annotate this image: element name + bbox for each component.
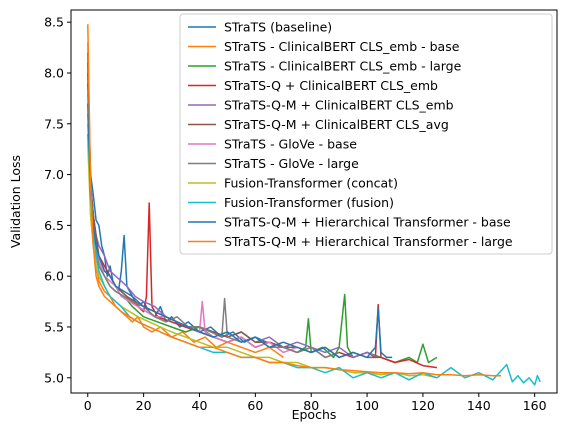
y-tick-label: 6.0 <box>44 269 64 284</box>
x-tick-label: 160 <box>523 398 547 413</box>
x-axis-label: Epochs <box>292 407 337 422</box>
legend-entry: STraTS-Q + ClinicalBERT CLS_emb <box>224 78 438 93</box>
legend-entry: STraTS-Q-M + ClinicalBERT CLS_emb <box>224 98 454 113</box>
legend-entry: STraTS - GloVe - large <box>224 156 359 171</box>
legend: STraTS (baseline) STraTS - ClinicalBERT C… <box>180 14 552 254</box>
x-tick-label: 60 <box>247 398 263 413</box>
legend-entry: STraTS-Q-M + Hierarchical Transformer - … <box>224 234 513 249</box>
x-tick-label: 40 <box>192 398 208 413</box>
x-tick-label: 120 <box>411 398 435 413</box>
y-tick-label: 5.0 <box>44 370 64 385</box>
legend-entry: STraTS - GloVe - base <box>224 137 357 152</box>
y-tick-label: 7.5 <box>44 116 64 131</box>
y-tick-label: 6.5 <box>44 218 64 233</box>
y-tick-label: 8.0 <box>44 65 64 80</box>
legend-entry: Fusion-Transformer (fusion) <box>224 195 394 210</box>
legend-entry: STraTS - ClinicalBERT CLS_emb - base <box>224 39 460 54</box>
x-tick-label: 0 <box>84 398 92 413</box>
y-tick-label: 7.0 <box>44 167 64 182</box>
y-axis-label: Validation Loss <box>8 155 23 248</box>
x-tick-label: 100 <box>355 398 379 413</box>
x-tick-label: 140 <box>467 398 491 413</box>
y-tick-label: 5.5 <box>44 319 64 334</box>
legend-entry: Fusion-Transformer (concat) <box>224 176 398 191</box>
legend-entry: STraTS-Q-M + ClinicalBERT CLS_avg <box>224 117 449 132</box>
legend-entry: STraTS (baseline) <box>224 20 332 35</box>
legend-entry: STraTS - ClinicalBERT CLS_emb - large <box>224 59 462 74</box>
y-tick-label: 8.5 <box>44 15 64 30</box>
x-tick-label: 20 <box>136 398 152 413</box>
y-axis: 5.0 5.5 6.0 6.5 7.0 7.5 8.0 8.5 <box>44 15 71 386</box>
legend-entry: STraTS-Q-M + Hierarchical Transformer - … <box>224 215 511 230</box>
